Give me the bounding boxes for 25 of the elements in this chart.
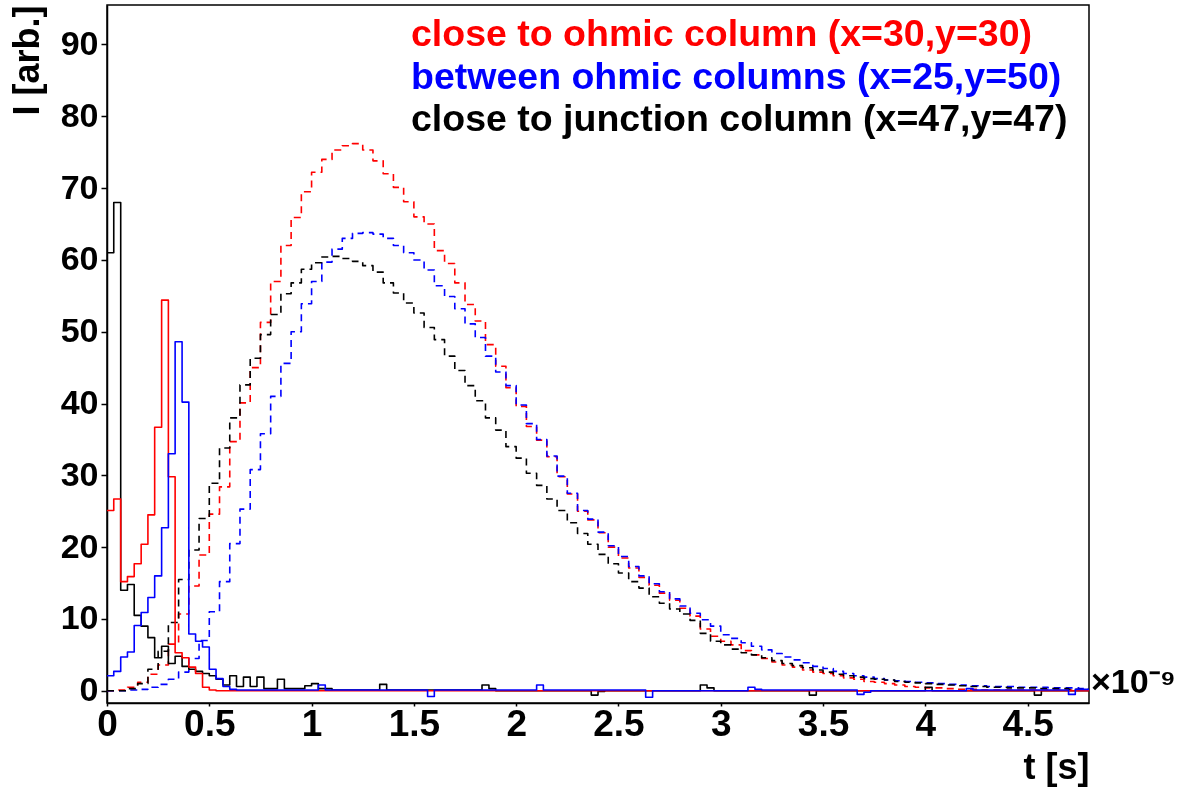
y-tick-label: 0 — [79, 670, 99, 709]
text: between ohmic columns (x=25,y=50) — [411, 54, 1062, 97]
x-tick-label: 4 — [915, 702, 937, 744]
text: close to ohmic column (x=30,y=30) — [411, 12, 1033, 54]
x-tick-label: 2 — [506, 702, 527, 744]
y-tick-label: 50 — [60, 311, 99, 350]
x-tick-label: 1.5 — [388, 702, 441, 744]
y-tick-label: 30 — [60, 454, 99, 493]
x-tick-label: 1 — [301, 702, 323, 744]
x-tick-label: 0.5 — [184, 702, 236, 744]
y-tick-label: 40 — [60, 383, 99, 422]
y-tick-label: 90 — [60, 24, 99, 62]
y-tick-label: 10 — [60, 598, 99, 637]
x-tick-label: 3 — [710, 702, 732, 744]
y-tick-label: 20 — [60, 526, 99, 565]
y-tick-label: 60 — [60, 239, 99, 278]
x-tick-label: 3.5 — [797, 702, 850, 744]
x-tick-label: 2.5 — [593, 702, 645, 744]
text: ×10⁻⁹ — [1091, 662, 1176, 700]
text: close to junction column (x=47,y=47) — [411, 97, 1068, 139]
y-axis-title: I [arb.] — [5, 5, 47, 116]
y-tick-label: 70 — [60, 167, 99, 206]
x-tick-label: 4.5 — [1002, 702, 1054, 744]
y-tick-label: 80 — [60, 95, 99, 134]
x-axis-title: t [s] — [1023, 745, 1090, 787]
